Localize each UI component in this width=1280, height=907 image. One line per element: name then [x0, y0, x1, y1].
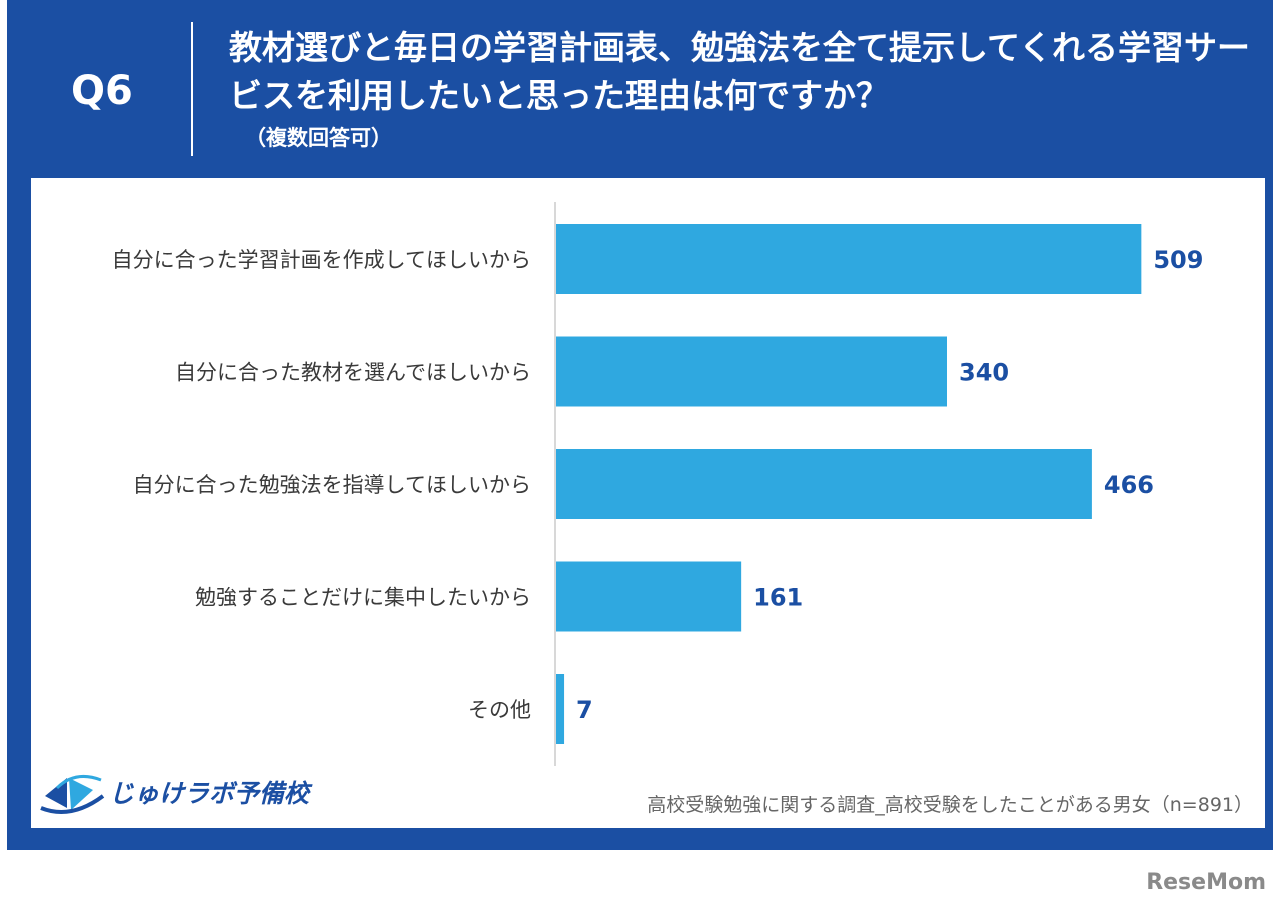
question-number: Q6 — [71, 68, 133, 114]
value-label: 509 — [1153, 246, 1203, 274]
source-note: 高校受験勉強に関する調査_高校受験をしたことがある男女（n=891） — [647, 794, 1253, 816]
bar — [556, 561, 742, 632]
chart-panel: 自分に合った学習計画を作成してほしいから 509 自分に合った教材を選んでほしいから… — [31, 178, 1265, 828]
bar — [556, 674, 565, 744]
bar-chart: 自分に合った学習計画を作成してほしいから 509 自分に合った教材を選んでほしいから… — [112, 202, 1203, 766]
category-label: その他 — [468, 698, 531, 722]
header-frame: Q6 教材選びと毎日の学習計画表、勉強法を全て提示してくれる学習サービスを利用し… — [7, 0, 1273, 850]
category-label: 自分に合った学習計画を作成してほしいから — [112, 248, 531, 272]
resemom-watermark: ReseMom — [1146, 870, 1266, 895]
category-label: 自分に合った勉強法を指導してほしいから — [133, 473, 531, 497]
header-divider — [191, 22, 193, 156]
bar — [556, 224, 1142, 294]
value-label: 7 — [576, 696, 593, 724]
value-label: 340 — [959, 359, 1009, 387]
bar — [556, 449, 1092, 519]
brand-logo: じゅけラボ予備校 — [37, 766, 317, 816]
bar — [556, 336, 947, 407]
category-label: 自分に合った教材を選んでほしいから — [175, 361, 531, 385]
value-label: 466 — [1104, 471, 1154, 499]
brand-name: じゅけラボ予備校 — [109, 779, 310, 808]
category-label: 勉強することだけに集中したいから — [195, 586, 531, 610]
value-label: 161 — [753, 584, 803, 612]
book-logo-icon — [40, 774, 105, 814]
chart-title: 教材選びと毎日の学習計画表、勉強法を全て提示してくれる学習サービスを利用したいと… — [229, 28, 1251, 115]
chart-subtitle: （複数回答可） — [245, 126, 392, 150]
